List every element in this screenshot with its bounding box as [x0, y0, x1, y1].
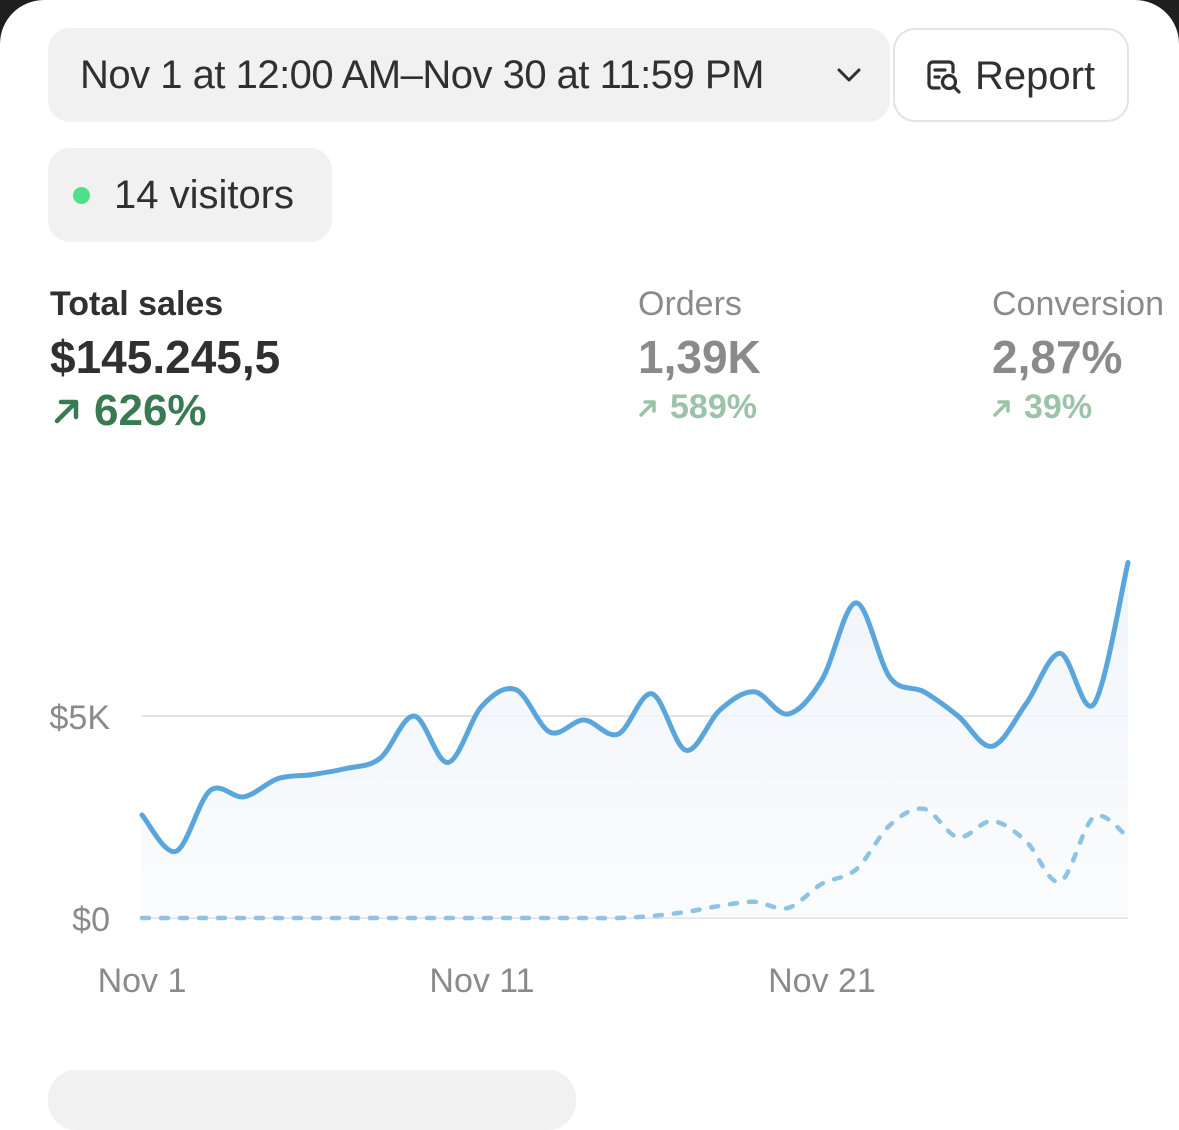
y-tick-label: $5K — [50, 699, 111, 737]
date-range-picker[interactable]: Nov 1 at 12:00 AM–Nov 30 at 11:59 PM — [48, 28, 890, 122]
series-area-current — [142, 562, 1128, 918]
arrow-up-right-icon — [54, 399, 79, 424]
metric-total-sales[interactable]: Total sales $145.245,5 626% — [50, 285, 280, 436]
metric-label: Total sales — [50, 285, 224, 323]
metric-delta: 39% — [992, 388, 1164, 427]
metric-label: Conversion — [992, 285, 1164, 323]
metric-value: 2,87% — [992, 331, 1123, 383]
metric-delta-value: 39% — [1024, 388, 1093, 426]
metric-delta: 626% — [50, 386, 280, 436]
next-card-edge — [48, 1070, 576, 1130]
arrow-up-right-icon — [639, 399, 656, 417]
series-line-current — [139, 560, 1131, 854]
metric-conversion[interactable]: Conversion 2,87% 39% — [992, 285, 1164, 427]
metric-delta: 589% — [638, 388, 761, 427]
metric-label: Orders — [638, 285, 742, 323]
date-range-text: Nov 1 at 12:00 AM–Nov 30 at 11:59 PM — [80, 52, 764, 97]
report-search-icon — [927, 60, 961, 94]
metric-value: 1,39K — [638, 331, 761, 383]
x-tick-label: Nov 1 — [98, 962, 187, 1000]
series-line-comparison — [139, 806, 1131, 921]
metric-value: $145.245,5 — [50, 331, 281, 383]
visitors-count: 14 visitors — [114, 173, 295, 217]
live-status-dot — [73, 187, 90, 204]
x-tick-label: Nov 11 — [429, 962, 534, 1000]
metric-delta-value: 626% — [94, 386, 207, 435]
sales-line-chart[interactable]: $0 $5K Nov 1 Nov 11 Nov 21 — [0, 440, 1179, 1040]
x-tick-label: Nov 21 — [768, 962, 876, 1000]
metric-orders[interactable]: Orders 1,39K 589% — [638, 285, 761, 427]
y-tick-label: $0 — [72, 901, 110, 939]
arrow-up-right-icon — [993, 399, 1010, 417]
chevron-down-icon — [837, 68, 861, 82]
report-button[interactable]: Report — [893, 28, 1129, 122]
report-button-label: Report — [975, 54, 1096, 98]
metric-delta-value: 589% — [670, 388, 757, 426]
live-visitors-badge[interactable]: 14 visitors — [48, 148, 332, 242]
